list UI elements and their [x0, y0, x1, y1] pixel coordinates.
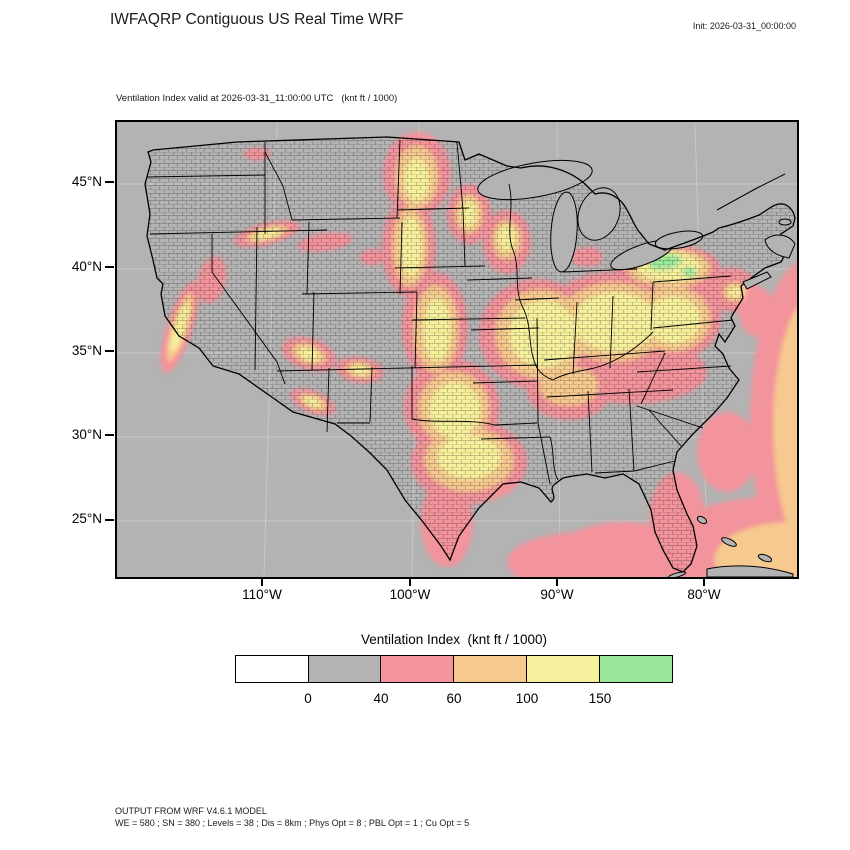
- colorbar-tick-label: 60: [446, 691, 462, 706]
- colorbar-swatch-0-40: [307, 655, 383, 683]
- colorbar: [235, 655, 673, 683]
- init-time-label: Init: 2026-03-31_00:00:00: [692, 21, 796, 31]
- colorbar-swatch-40-60: [380, 655, 455, 683]
- colorbar-tick-label: 0: [304, 691, 312, 706]
- y-axis-tick-label: 25°N: [71, 511, 102, 526]
- valid-time-label: Ventilation Index valid at 2026-03-31_11…: [116, 93, 398, 104]
- y-axis-tick-label: 40°N: [71, 259, 102, 274]
- x-axis-tick: [703, 578, 705, 586]
- st-lawrence-river: [716, 173, 786, 211]
- footer-model-line: OUTPUT FROM WRF V4.6.1 MODEL: [115, 806, 267, 816]
- colorbar-tick-label: 40: [373, 691, 389, 706]
- colorbar-swatch-100-150: [525, 655, 601, 683]
- y-axis-tick: [105, 266, 114, 268]
- colorbar-swatch-below-0: [235, 655, 310, 683]
- x-axis-tick: [409, 578, 411, 586]
- x-axis-tick-label: 110°W: [242, 587, 282, 602]
- y-axis-tick: [105, 519, 114, 521]
- y-axis-tick-label: 30°N: [71, 427, 102, 442]
- conus-wrf-map: [117, 122, 797, 577]
- x-axis-tick-label: 100°W: [389, 587, 431, 602]
- y-axis-tick: [105, 434, 114, 436]
- colorbar-tick-label: 150: [588, 691, 612, 706]
- page-title: IWFAQRP Contiguous US Real Time WRF: [110, 11, 404, 28]
- map-frame: [115, 120, 799, 579]
- y-axis-tick-label: 35°N: [71, 343, 102, 358]
- colorbar-legend: Ventilation Index (knt ft / 1000) 0 40 6…: [235, 632, 673, 707]
- footer-config-line: WE = 580 ; SN = 380 ; Levels = 38 ; Dis …: [115, 817, 470, 828]
- legend-title: Ventilation Index (knt ft / 1000): [360, 632, 548, 647]
- islands: [667, 218, 796, 577]
- model-footer: OUTPUT FROM WRF V4.6.1 MODEL WE = 580 ; …: [115, 806, 469, 829]
- x-axis-tick-label: 80°W: [687, 587, 721, 602]
- colorbar-ticks: 0 40 60 100 150: [235, 683, 673, 707]
- colorbar-swatch-above-150: [598, 655, 673, 683]
- y-axis-tick-label: 45°N: [71, 174, 102, 189]
- county-texture: [145, 137, 795, 572]
- x-axis-tick-label: 90°W: [540, 587, 574, 602]
- y-axis-tick: [105, 181, 114, 183]
- colorbar-tick-label: 100: [515, 691, 539, 706]
- colorbar-swatch-60-100: [453, 655, 528, 683]
- great-lakes: [477, 159, 704, 273]
- x-axis-tick: [556, 578, 558, 586]
- y-axis-tick: [105, 350, 114, 352]
- state-boundaries: [146, 139, 734, 485]
- x-axis-tick: [261, 578, 263, 586]
